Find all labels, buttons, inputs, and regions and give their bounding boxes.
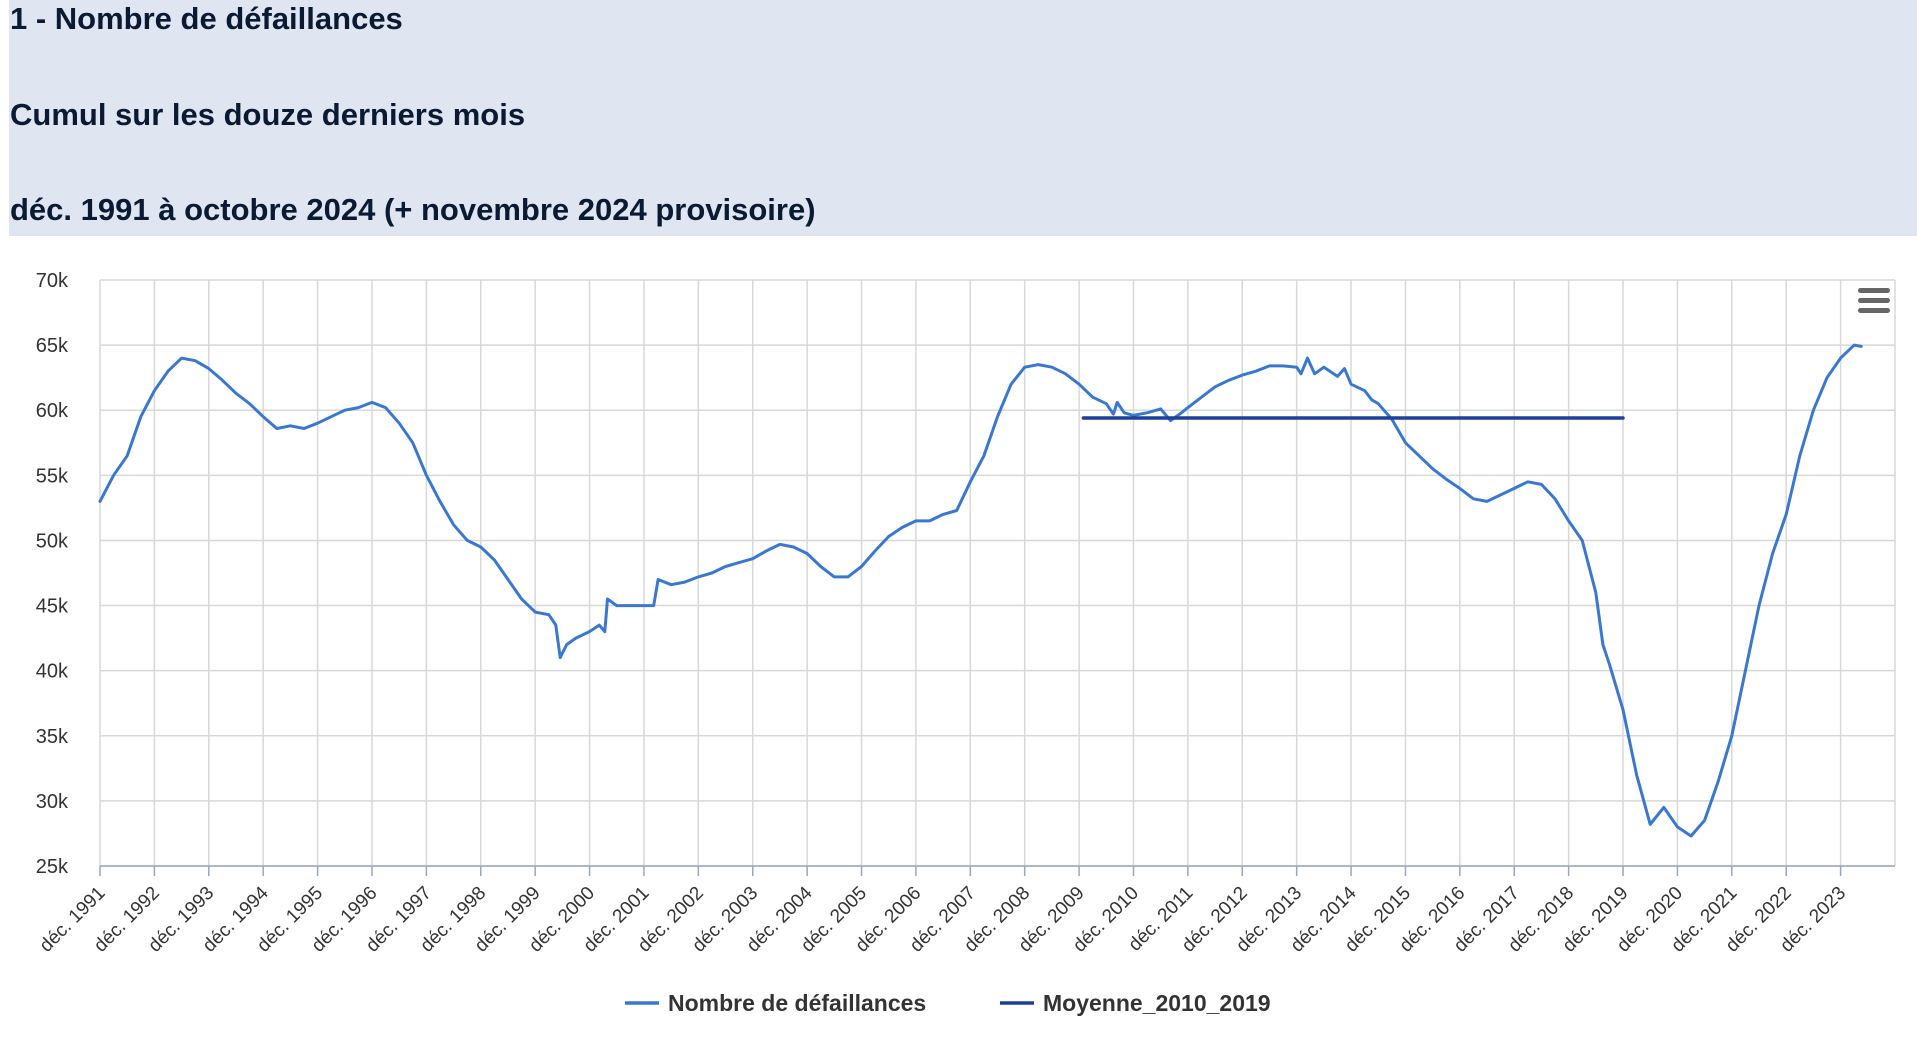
legend-item-moyenne-2010-2019[interactable]: Moyenne_2010_2019 bbox=[1000, 990, 1271, 1016]
legend-item-nombre-de-defaillances[interactable]: Nombre de défaillances bbox=[625, 990, 926, 1016]
y-tick-label: 70k bbox=[36, 270, 69, 292]
chart-period: déc. 1991 à octobre 2024 (+ novembre 202… bbox=[10, 192, 816, 227]
y-tick-label: 25k bbox=[36, 856, 69, 878]
legend-label: Moyenne_2010_2019 bbox=[1043, 990, 1271, 1016]
y-tick-label: 40k bbox=[36, 661, 69, 683]
hamburger-menu-icon[interactable] bbox=[1854, 281, 1892, 321]
y-tick-label: 50k bbox=[36, 530, 69, 552]
grid-layer bbox=[99, 279, 1896, 867]
y-tick-label: 55k bbox=[36, 465, 69, 487]
legend-label: Nombre de défaillances bbox=[668, 990, 926, 1016]
y-tick-label: 35k bbox=[36, 726, 69, 748]
chart-subtitle: Cumul sur les douze derniers mois bbox=[10, 97, 526, 132]
y-tick-label: 65k bbox=[36, 335, 69, 357]
chart-header: 1 - Nombre de défaillances Cumul sur les… bbox=[9, 0, 1917, 236]
legend[interactable]: Nombre de défaillances Moyenne_2010_2019 bbox=[625, 990, 1271, 1016]
series-layer bbox=[98, 343, 1863, 838]
y-tick-label: 30k bbox=[36, 791, 69, 813]
series-nombre-de-defaillances[interactable] bbox=[98, 343, 1863, 838]
y-tick-label: 60k bbox=[36, 400, 69, 422]
chart-title: 1 - Nombre de défaillances bbox=[10, 1, 403, 36]
y-tick-label: 45k bbox=[36, 596, 69, 618]
